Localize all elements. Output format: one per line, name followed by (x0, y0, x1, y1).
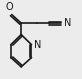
Text: N: N (64, 18, 71, 28)
Text: O: O (5, 2, 13, 12)
Text: N: N (34, 40, 42, 50)
